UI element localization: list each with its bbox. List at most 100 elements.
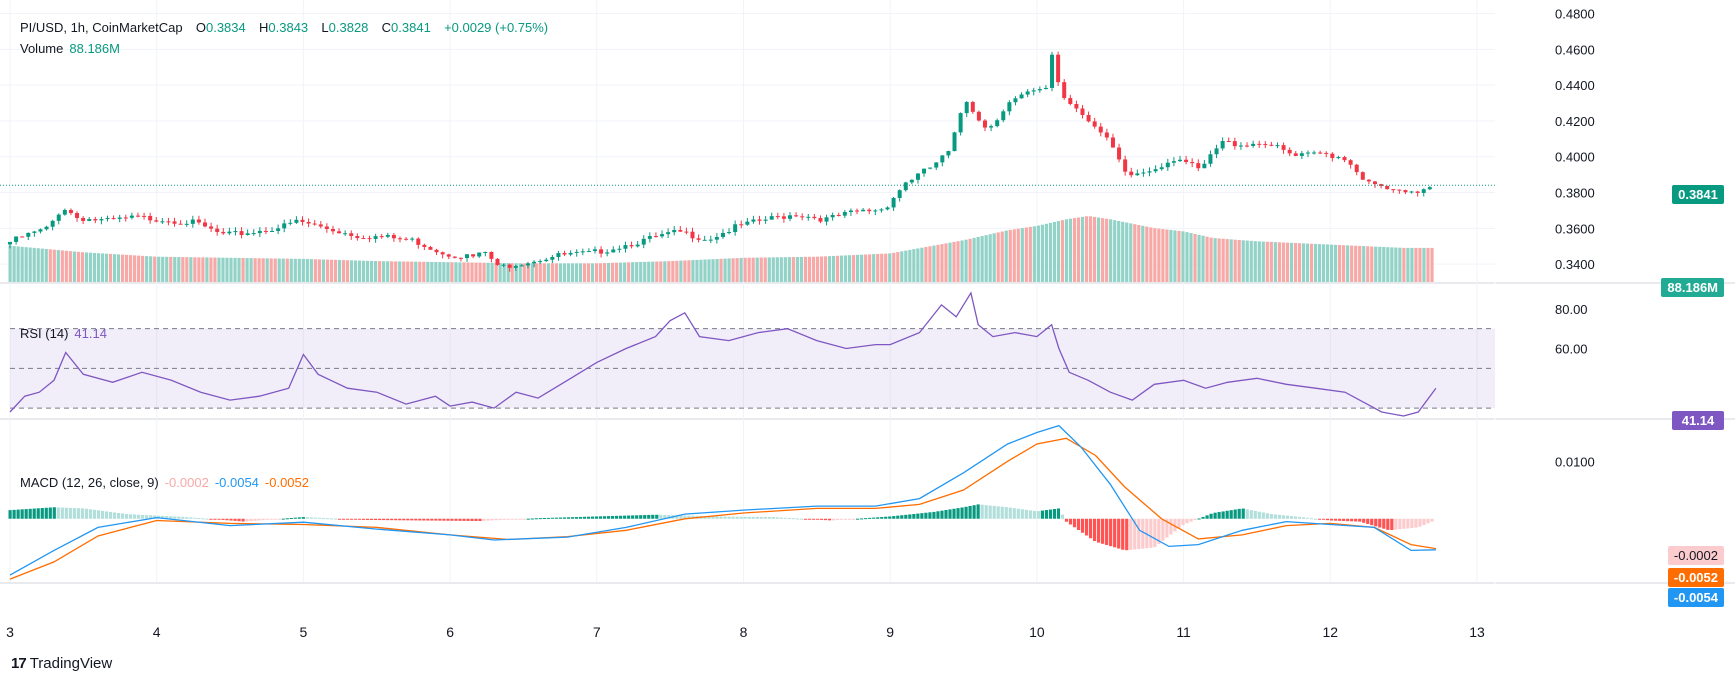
- macd-histogram-bar: [707, 516, 711, 519]
- candle-body: [964, 102, 969, 114]
- macd-histogram-bar: [349, 518, 354, 520]
- macd-histogram-bar: [361, 518, 366, 520]
- volume-bar: [466, 262, 470, 282]
- candle-body: [800, 216, 805, 218]
- volume-bar: [534, 263, 538, 282]
- candle-body: [385, 234, 390, 237]
- candle-body: [276, 228, 281, 231]
- macd-histogram-bar: [422, 518, 426, 521]
- candle-body: [635, 244, 640, 247]
- candle-body: [611, 249, 616, 253]
- candle-body: [1427, 187, 1432, 190]
- candle-body: [81, 217, 86, 221]
- volume-bar: [205, 257, 209, 282]
- volume-bar: [932, 245, 936, 282]
- candle-body: [50, 220, 55, 227]
- tradingview-brand[interactable]: 17 TradingView: [11, 655, 112, 672]
- candle-body: [1165, 162, 1170, 168]
- macd-histogram-bar: [482, 518, 486, 521]
- volume-bar: [860, 254, 864, 282]
- brand-name: TradingView: [29, 655, 113, 672]
- low-value: 0.3828: [328, 20, 369, 35]
- price-tick-label: 0.4600: [1555, 42, 1595, 57]
- volume-bar: [116, 254, 121, 282]
- volume-bar: [353, 260, 358, 282]
- candle-body: [714, 237, 719, 240]
- price-tick-label: 0.4800: [1555, 7, 1595, 22]
- candle-body: [1397, 189, 1402, 191]
- candle-body: [452, 256, 457, 258]
- volume-bar: [1342, 245, 1346, 282]
- macd-histogram-bar: [341, 518, 346, 520]
- candle-body: [592, 249, 597, 252]
- macd-histogram-bar: [594, 516, 599, 519]
- volume-bar: [100, 253, 105, 282]
- candle-body: [660, 234, 665, 237]
- macd-histogram-bar: [1225, 510, 1229, 519]
- candle-body: [1025, 91, 1030, 95]
- macd-histogram-bar: [1426, 518, 1430, 524]
- macd-histogram-bar: [418, 518, 422, 521]
- candle-body: [251, 233, 256, 235]
- macd-histogram-bar: [856, 518, 860, 520]
- volume-bar: [161, 256, 165, 282]
- macd-histogram-bar: [16, 509, 20, 519]
- macd-histogram-bar: [189, 517, 193, 519]
- macd-histogram-bar: [771, 517, 775, 519]
- volume-bar: [815, 256, 820, 282]
- volume-bar: [1265, 241, 1269, 282]
- volume-bar: [1430, 247, 1434, 282]
- volume-bar: [386, 261, 390, 282]
- volume-bar: [24, 247, 28, 282]
- macd-histogram-bar: [1125, 518, 1129, 551]
- volume-bar: [1261, 241, 1265, 282]
- macd-histogram-bar: [241, 518, 245, 522]
- macd-histogram-bar: [374, 518, 378, 521]
- interval[interactable]: 1h: [70, 20, 86, 35]
- macd-histogram-bar: [731, 516, 735, 519]
- volume-bar: [1141, 225, 1145, 282]
- candle-body: [976, 111, 981, 121]
- macd-histogram-bar: [932, 511, 936, 519]
- candle-body: [178, 223, 183, 225]
- macd-label[interactable]: MACD (12, 26, close, 9): [20, 475, 159, 490]
- macd-histogram-bar: [486, 518, 490, 521]
- candle-body: [1409, 191, 1414, 193]
- volume-bar: [1334, 244, 1338, 282]
- macd-histogram-bar: [382, 518, 386, 521]
- candle-body: [1196, 163, 1201, 169]
- candle-body: [806, 216, 811, 218]
- macd-histogram-bar: [554, 517, 558, 519]
- macd-histogram-bar: [679, 515, 683, 519]
- macd-histogram-bar: [1032, 510, 1036, 519]
- volume-bar: [225, 257, 229, 282]
- candle-body: [1245, 145, 1250, 147]
- candle-body: [1305, 152, 1310, 154]
- macd-histogram-bar: [647, 514, 651, 519]
- volume-bar: [426, 261, 430, 282]
- macd-histogram-bar: [1378, 518, 1382, 528]
- macd-histogram-bar: [1024, 509, 1028, 519]
- macd-histogram-bar: [329, 518, 334, 520]
- macd-histogram-bar: [36, 508, 40, 519]
- macd-histogram-bar: [667, 515, 671, 519]
- macd-histogram-bar: [627, 515, 631, 519]
- rsi-label[interactable]: RSI (14): [20, 326, 69, 341]
- volume-label[interactable]: Volume: [20, 41, 64, 56]
- macd-histogram-bar: [1338, 518, 1342, 521]
- candle-body: [330, 228, 335, 232]
- volume-bar: [60, 250, 64, 282]
- macd-histogram-bar: [675, 515, 679, 519]
- candle-body: [1238, 145, 1243, 147]
- macd-histogram-bar: [1169, 518, 1173, 535]
- macd-histogram-bar: [1221, 511, 1225, 519]
- macd-histogram-bar: [562, 517, 567, 519]
- volume-bar: [988, 234, 992, 282]
- macd-histogram-bar: [996, 506, 1000, 519]
- macd-histogram-bar: [450, 518, 454, 521]
- volume-bar: [1257, 241, 1261, 282]
- candle-body: [38, 229, 43, 232]
- symbol-pair[interactable]: PI/USD: [20, 20, 64, 35]
- macd-histogram-bar: [269, 518, 273, 520]
